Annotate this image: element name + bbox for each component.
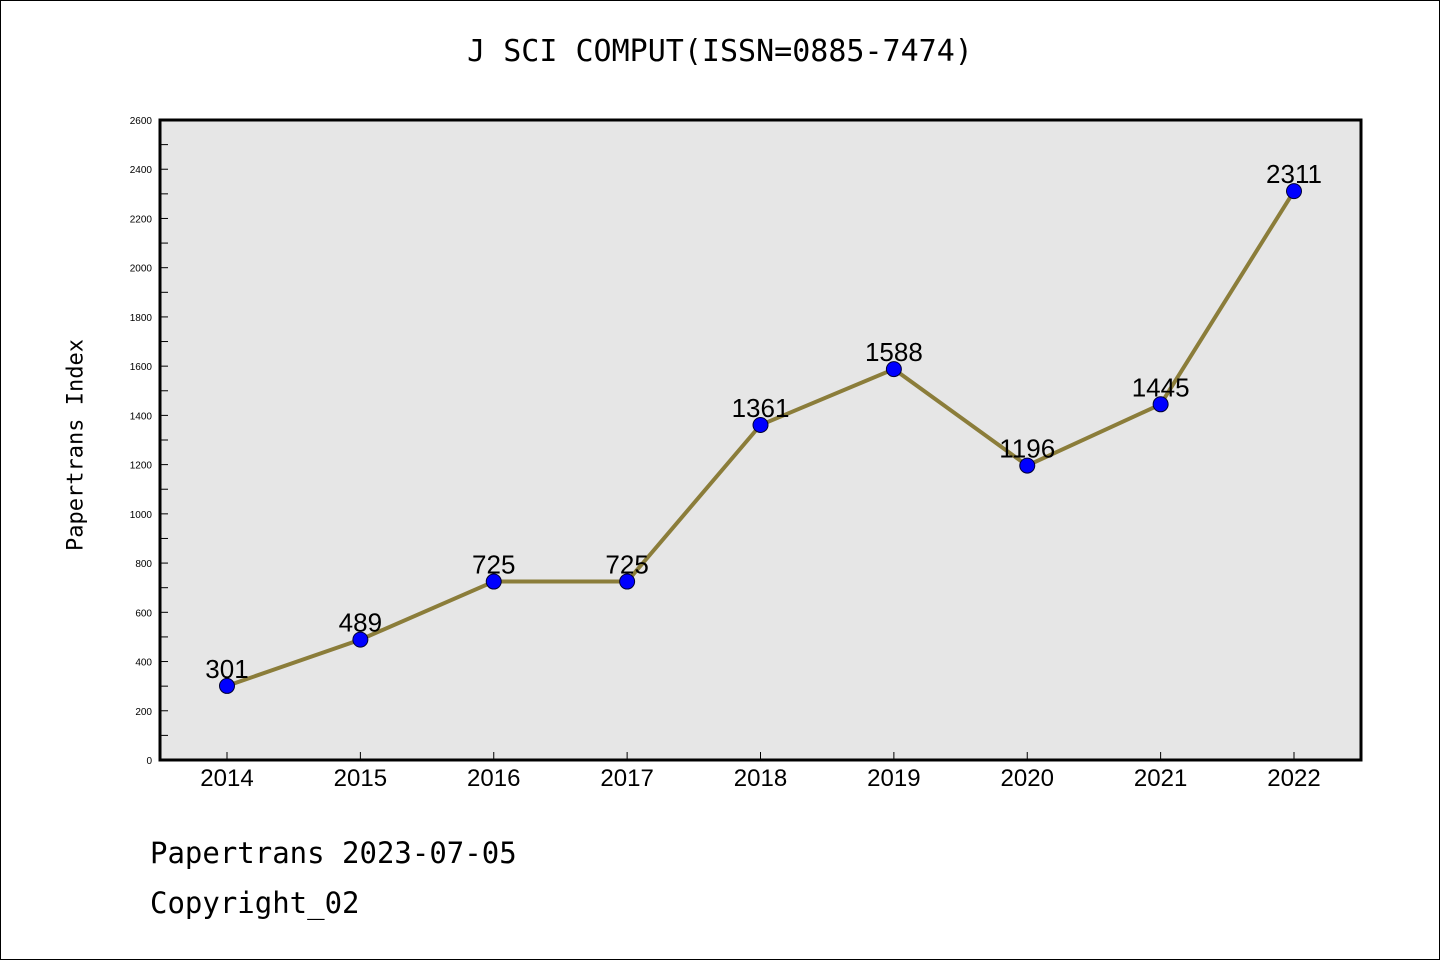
data-point <box>219 677 235 694</box>
data-label: 489 <box>339 608 382 638</box>
y-tick-label: 200 <box>135 707 152 718</box>
y-tick-label: 400 <box>135 658 152 669</box>
data-label: 1445 <box>1132 372 1190 402</box>
data-label: 725 <box>605 550 648 580</box>
data-point <box>352 631 369 648</box>
data-label: 725 <box>472 550 515 580</box>
data-point <box>1286 183 1302 200</box>
data-label: 1361 <box>732 393 790 423</box>
plot-border <box>158 118 1363 762</box>
x-tick-label: 2018 <box>734 765 787 792</box>
x-tick-label: 2019 <box>867 765 920 792</box>
footer-date: Papertrans 2023-07-05 <box>150 836 517 870</box>
x-tick-label: 2020 <box>1001 765 1054 792</box>
x-tick-label: 2022 <box>1267 765 1320 792</box>
plot-area <box>160 120 1361 760</box>
data-point <box>619 573 636 590</box>
data-label: 1588 <box>865 337 923 367</box>
data-point <box>1152 396 1169 413</box>
data-label: 2311 <box>1266 159 1322 189</box>
y-tick-label: 1600 <box>130 362 153 373</box>
y-tick-label: 1200 <box>130 461 153 472</box>
data-point <box>752 416 769 433</box>
data-point <box>885 361 902 378</box>
data-label: 1196 <box>999 434 1055 464</box>
x-tick-label: 2021 <box>1134 765 1187 792</box>
y-tick-label: 0 <box>146 756 152 767</box>
y-tick-label: 1800 <box>130 313 153 324</box>
y-tick-label: 1000 <box>130 510 153 521</box>
y-tick-label: 2400 <box>130 165 153 176</box>
data-point <box>1019 457 1036 474</box>
y-tick-label: 600 <box>135 608 152 619</box>
x-tick-label: 2015 <box>334 765 387 792</box>
data-point <box>485 573 502 590</box>
y-tick-label: 2200 <box>130 214 153 225</box>
y-tick-label: 2000 <box>130 264 153 275</box>
x-tick-label: 2016 <box>467 765 520 792</box>
chart-title: J SCI COMPUT(ISSN=0885-7474) <box>467 34 973 69</box>
y-tick-label: 1400 <box>130 411 153 422</box>
x-tick-label: 2017 <box>600 765 653 792</box>
y-tick-label: 2600 <box>130 116 153 127</box>
footer-copyright: Copyright_02 <box>150 886 360 920</box>
x-tick-label: 2014 <box>200 765 253 792</box>
data-label: 301 <box>205 654 248 684</box>
y-tick-label: 800 <box>135 559 152 570</box>
